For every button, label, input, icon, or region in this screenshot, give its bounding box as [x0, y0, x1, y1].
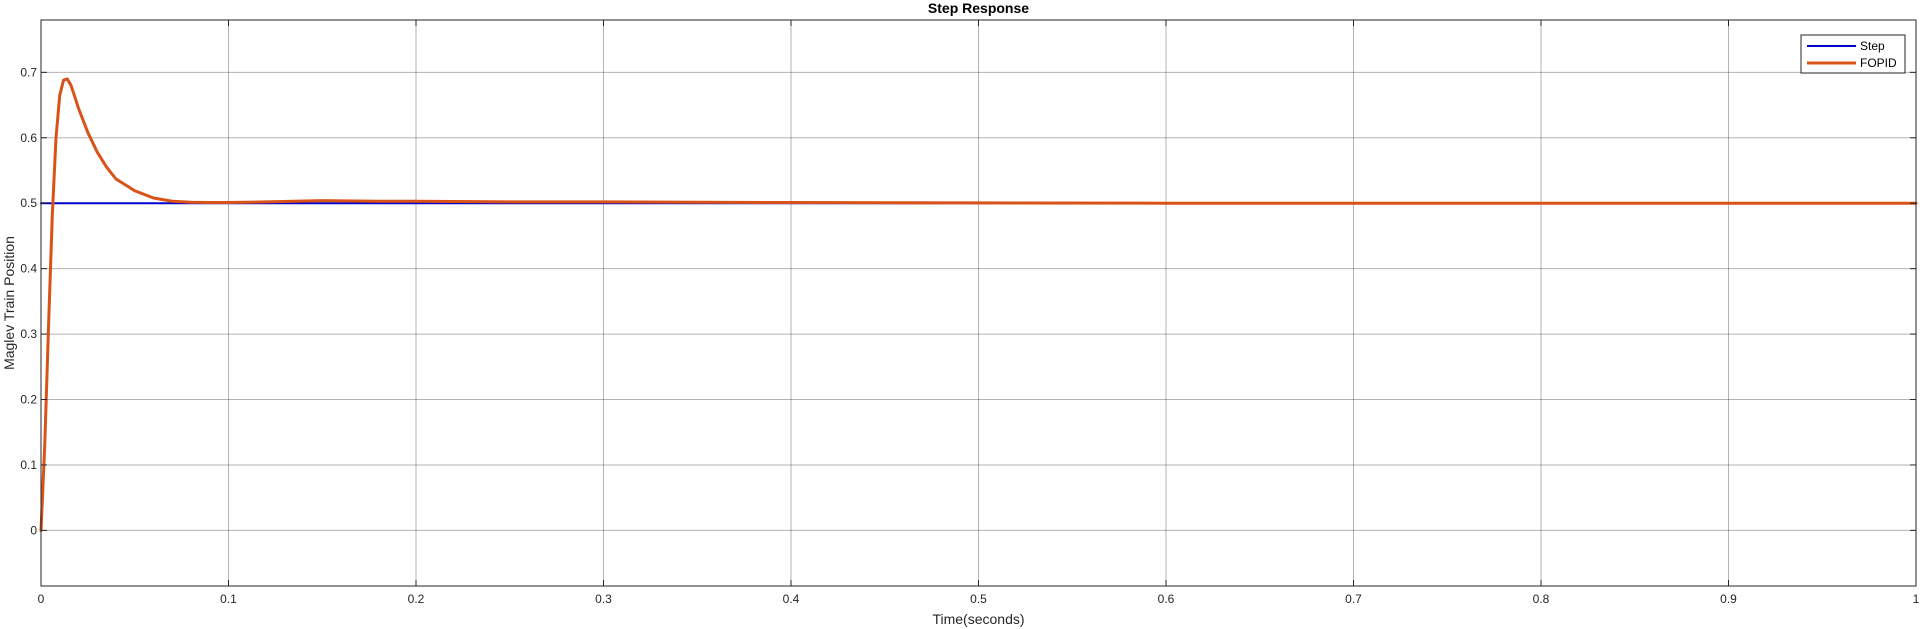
y-tick-label: 0.2 [20, 393, 37, 407]
x-tick-label: 0.4 [783, 592, 800, 606]
legend-label-fopid: FOPID [1860, 56, 1897, 70]
y-tick-label: 0.7 [20, 65, 37, 79]
x-tick-label: 0.8 [1533, 592, 1550, 606]
y-tick-label: 0.1 [20, 458, 37, 472]
x-tick-label: 0.9 [1720, 592, 1737, 606]
y-tick-label: 0.4 [20, 262, 37, 276]
y-tick-label: 0.6 [20, 131, 37, 145]
tick-labels: 0 0.1 0.2 0.3 0.4 0.5 0.6 0.7 0.8 0.9 1 0 0.1 0.2 0.3 0… [20, 20, 1920, 606]
legend: Step FOPID [1800, 34, 1906, 74]
y-tick-label: 0.5 [20, 196, 37, 210]
legend-label-step: Step [1860, 39, 1885, 53]
x-tick-label: 0.2 [408, 592, 425, 606]
x-tick-label: 0.1 [220, 592, 237, 606]
legend-box [1800, 34, 1906, 74]
grid-lines [41, 20, 1916, 586]
series-line-fopid [39, 77, 1918, 532]
x-tick-label: 0.3 [595, 592, 612, 606]
x-tick-label: 0.7 [1345, 592, 1362, 606]
series-lines [39, 77, 1918, 532]
x-tick-label: 1 [1913, 592, 1920, 606]
x-tick-label: 0.5 [970, 592, 987, 606]
x-axis-label: Time(seconds) [932, 611, 1024, 627]
y-tick-label: 0.3 [20, 327, 37, 341]
y-tick-label: 0 [30, 523, 37, 537]
x-tick-label: 0.6 [1158, 592, 1175, 606]
chart-title: Step Response [928, 0, 1029, 16]
x-tick-label: 0 [38, 592, 45, 606]
y-axis-label: Maglev Train Position [1, 236, 17, 370]
